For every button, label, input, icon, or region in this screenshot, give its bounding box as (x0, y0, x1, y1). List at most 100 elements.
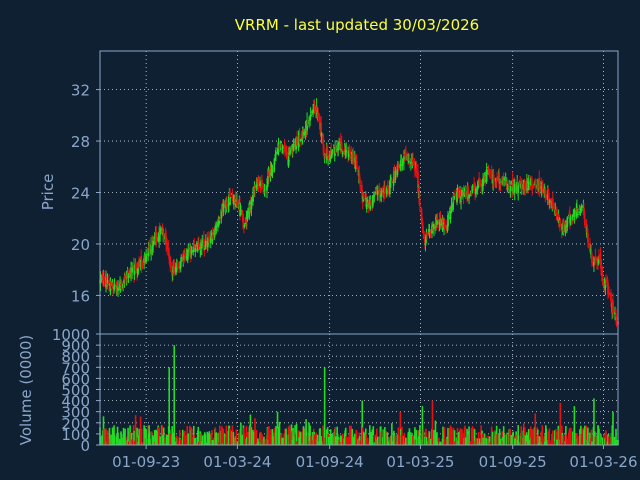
volume-bar (520, 426, 523, 445)
volume-bar (425, 436, 428, 445)
price-candle-body (165, 236, 168, 246)
price-candle-body (204, 245, 207, 248)
price-candle-body (509, 186, 512, 192)
volume-bar (399, 411, 402, 445)
volume-bar (159, 436, 161, 445)
price-candle-body (299, 140, 301, 142)
price-candle-body (218, 218, 221, 224)
price-candle-body (614, 310, 617, 313)
price-candle-body (536, 184, 539, 191)
volume-bar (394, 435, 397, 445)
price-candle-body (558, 220, 561, 225)
volume-bar (285, 434, 288, 445)
volume-bar (155, 431, 158, 445)
price-candle-body (604, 280, 607, 288)
price-candle-body (498, 183, 501, 187)
price-candle-body (317, 112, 320, 117)
volume-bar (524, 435, 527, 445)
price-candle-body (250, 199, 253, 209)
volume-bar (492, 436, 495, 445)
volume-bar (341, 433, 344, 445)
price-candle-body (352, 151, 355, 164)
price-candle-body (569, 217, 572, 224)
price-candle-body (445, 226, 448, 231)
volume-bar (498, 428, 501, 445)
price-candle-body (418, 187, 420, 191)
volume-bar (103, 428, 105, 445)
price-candle-body (402, 156, 405, 163)
volume-bar (201, 435, 204, 445)
price-candle-body (390, 179, 393, 181)
price-candle-body (207, 238, 210, 241)
price-candle-body (480, 184, 483, 186)
price-candle-body (313, 105, 316, 110)
price-candle-body (266, 185, 269, 187)
volume-bar (226, 442, 228, 445)
volume-bar (496, 434, 498, 445)
volume-bar (506, 434, 509, 445)
volume-bar (557, 425, 560, 445)
price-candle-body (424, 233, 426, 244)
volume-bar (219, 425, 221, 445)
volume-bar (376, 428, 378, 445)
price-candle-body (299, 139, 302, 141)
price-candle-body (429, 232, 432, 234)
price-candle-body (610, 292, 612, 301)
price-candle-body (436, 217, 439, 221)
price-tick-label: 32 (71, 82, 90, 100)
price-candle-body (452, 195, 455, 203)
price-tick-label: 24 (71, 185, 90, 203)
price-candle-body (562, 220, 565, 231)
volume-bar (187, 433, 190, 445)
volume-axis-frame (99, 333, 619, 446)
price-candle-body (267, 175, 269, 184)
price-candle-body (354, 157, 357, 170)
volume-bar (183, 430, 186, 445)
price-candle-body (203, 248, 206, 250)
volume-bar (292, 436, 295, 445)
price-candle-body (615, 317, 618, 320)
x-tick-label: 01-03-24 (203, 453, 271, 471)
price-candle-body (453, 196, 456, 198)
price-candle-body (561, 223, 564, 230)
price-candle-body (362, 193, 365, 197)
volume-bar (401, 435, 404, 445)
volume-bar (240, 422, 242, 445)
price-candle-body (249, 204, 251, 207)
price-candle-body (403, 154, 406, 157)
volume-bar (591, 441, 593, 445)
price-candle-body (413, 161, 416, 167)
price-candle-body (488, 170, 491, 174)
volume-tick-label: 200 (61, 415, 90, 433)
price-candle-body (259, 186, 262, 188)
volume-bar (278, 421, 281, 445)
price-candle-body (103, 275, 105, 281)
volume-bar (461, 429, 463, 445)
volume-bar (130, 433, 133, 445)
price-candle-body (284, 147, 286, 151)
price-candle-body (201, 240, 204, 244)
volume-bar (164, 437, 166, 445)
price-candle-body (308, 120, 311, 122)
volume-bar (334, 436, 337, 445)
price-candle-body (310, 114, 313, 117)
price-candle-body (143, 258, 146, 264)
price-candle-body (196, 245, 199, 251)
volume-bar (250, 427, 253, 445)
volume-bar (255, 429, 258, 445)
volume-bar (570, 427, 572, 445)
volume-tick-label: 300 (61, 404, 90, 422)
volume-bar (538, 436, 541, 445)
price-candle-body (215, 226, 218, 228)
price-candle-body (566, 217, 569, 227)
price-candle-body (531, 185, 534, 189)
price-candle-body (612, 300, 614, 314)
volume-bar (428, 431, 431, 445)
volume-bar (456, 428, 459, 445)
price-candle-body (320, 133, 323, 137)
price-candle-body (330, 154, 333, 158)
volume-bar (584, 425, 586, 445)
price-candle-body (538, 177, 541, 190)
price-candle-body (513, 183, 516, 193)
volume-bar (556, 439, 558, 445)
